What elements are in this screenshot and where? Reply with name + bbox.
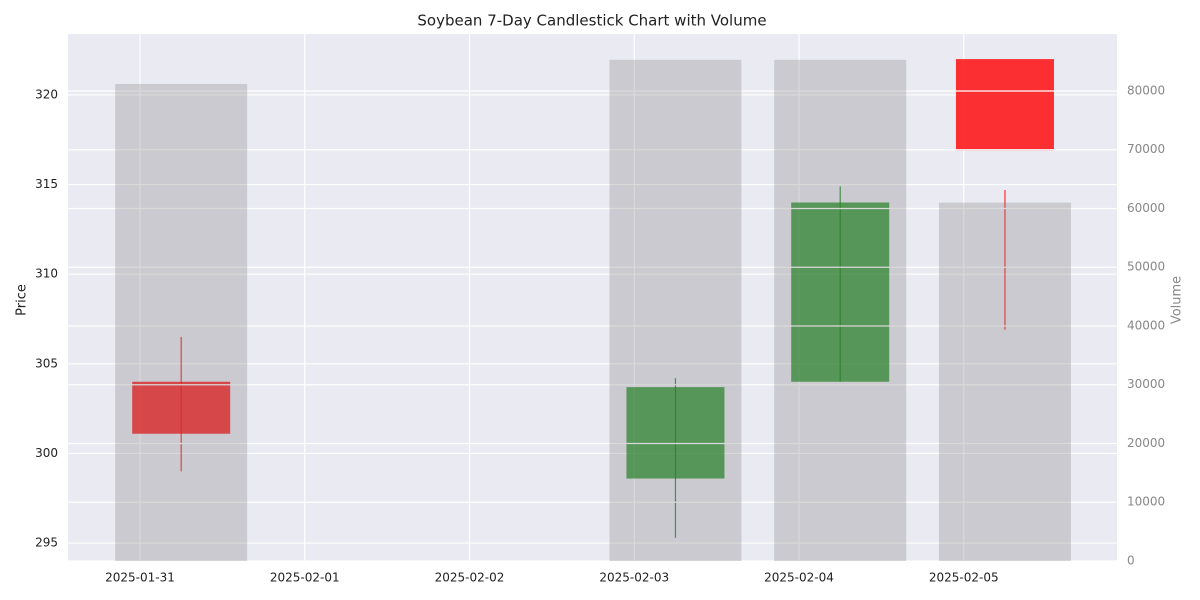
y-tick-label: 295 [35, 536, 58, 550]
chart-title: Soybean 7-Day Candlestick Chart with Vol… [417, 12, 766, 30]
x-tick-label: 2025-02-05 [929, 571, 999, 585]
candle-body [791, 202, 890, 382]
volume-bar [938, 202, 1071, 561]
volume-bar [115, 83, 248, 561]
y2-tick-label: 50000 [1127, 260, 1165, 274]
x-tick-label: 2025-02-02 [435, 571, 505, 585]
y2-tick-label: 70000 [1127, 142, 1165, 156]
labels: 2025-01-31 2025-02-01 2025-02-02 2025-02-03… [35, 83, 1165, 584]
candle-body [626, 387, 725, 479]
y2-tick-label: 80000 [1127, 83, 1165, 97]
volume-bar [774, 59, 907, 561]
y2-tick-label: 60000 [1127, 201, 1165, 215]
y2-tick-label: 0 [1127, 554, 1135, 568]
volume-bars [115, 59, 1071, 561]
x-tick-label: 2025-02-04 [764, 571, 834, 585]
candle-body [955, 59, 1054, 151]
y2-tick-label: 20000 [1127, 436, 1165, 450]
volume-grid [68, 90, 1117, 562]
x-tick-label: 2025-02-03 [599, 571, 669, 585]
candles [132, 59, 1054, 538]
x-tick-label: 2025-02-01 [270, 571, 340, 585]
grid [68, 34, 1117, 561]
y-tick-label: 300 [35, 446, 58, 460]
y-tick-label: 320 [35, 87, 58, 101]
y-tick-label: 310 [35, 267, 58, 281]
candle-body [132, 381, 231, 434]
y-tick-label: 305 [35, 356, 58, 370]
y2-tick-label: 10000 [1127, 495, 1165, 509]
y2-tick-label: 30000 [1127, 377, 1165, 391]
x-tick-label: 2025-01-31 [105, 571, 175, 585]
plot-area [68, 34, 1117, 561]
y2-tick-label: 40000 [1127, 318, 1165, 332]
y-axis-label: Price [15, 284, 30, 316]
volume-bar [609, 59, 742, 561]
y2-axis-label: Volume [1170, 276, 1185, 324]
y-tick-label: 315 [35, 177, 58, 191]
